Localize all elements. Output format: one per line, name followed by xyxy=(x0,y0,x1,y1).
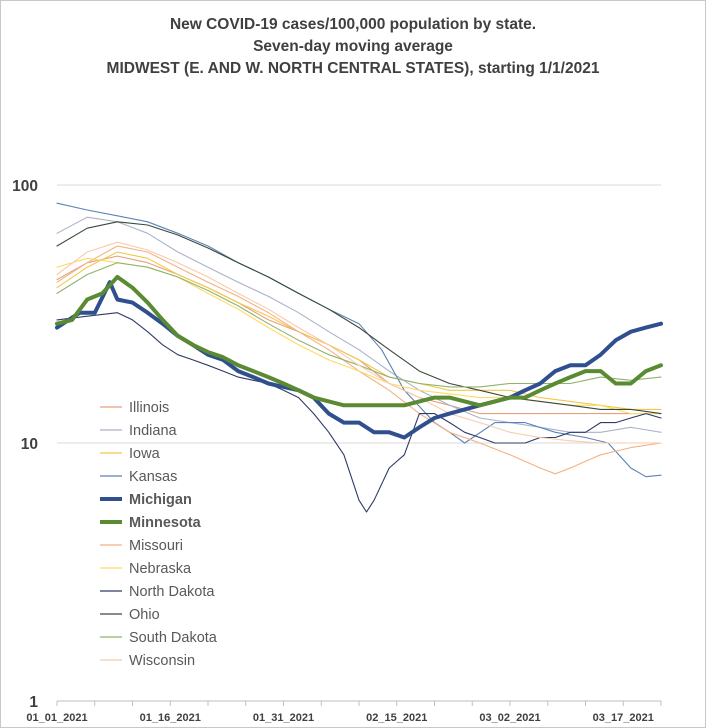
legend-label-north-dakota: North Dakota xyxy=(129,584,215,600)
x-tick-label-4: 03_02_2021 xyxy=(479,712,540,724)
series-line-michigan xyxy=(55,280,663,440)
series-line-ohio xyxy=(56,221,662,415)
chart-title: New COVID-19 cases/100,000 population by… xyxy=(0,14,706,80)
legend-label-iowa: Iowa xyxy=(129,446,161,462)
legend-label-michigan: Michigan xyxy=(129,492,192,508)
series-line-missouri xyxy=(56,245,662,475)
legend-label-illinois: Illinois xyxy=(129,400,169,416)
legend-label-wisconsin: Wisconsin xyxy=(129,653,195,669)
series-line-kansas xyxy=(56,202,662,478)
y-tick-label-1: 1 xyxy=(29,694,38,711)
series-line-minnesota xyxy=(55,275,663,408)
chart-title-line-3: MIDWEST (E. AND W. NORTH CENTRAL STATES)… xyxy=(106,60,600,77)
x-tick-label-3: 02_15_2021 xyxy=(366,712,427,724)
legend-label-missouri: Missouri xyxy=(129,538,183,554)
chart-title-line-2: Seven-day moving average xyxy=(253,38,453,55)
chart-title-line-1: New COVID-19 cases/100,000 population by… xyxy=(169,16,537,33)
x-tick-label-5: 03_17_2021 xyxy=(593,712,654,724)
series-line-iowa xyxy=(56,251,662,410)
legend-label-indiana: Indiana xyxy=(129,423,178,439)
series-line-illinois xyxy=(56,255,662,415)
y-tick-label-100: 100 xyxy=(12,178,38,195)
legend-label-minnesota: Minnesota xyxy=(129,515,202,531)
y-tick-label-10: 10 xyxy=(21,436,38,453)
series-line-nebraska xyxy=(56,257,662,415)
x-tick-label-2: 01_31_2021 xyxy=(253,712,314,724)
legend-label-nebraska: Nebraska xyxy=(129,561,192,577)
x-tick-label-0: 01_01_2021 xyxy=(26,712,87,724)
series-line-north-dakota xyxy=(56,312,662,513)
series-line-wisconsin xyxy=(56,241,662,444)
series-line-indiana xyxy=(56,216,662,433)
x-tick-label-1: 01_16_2021 xyxy=(140,712,201,724)
legend-label-south-dakota: South Dakota xyxy=(129,630,218,646)
legend-label-ohio: Ohio xyxy=(129,607,160,623)
legend-label-kansas: Kansas xyxy=(129,469,177,485)
series-line-south-dakota xyxy=(56,262,662,388)
